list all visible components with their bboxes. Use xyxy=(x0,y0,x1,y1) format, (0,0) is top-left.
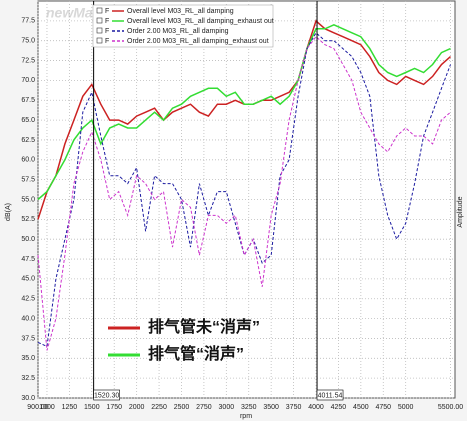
legend-checkbox xyxy=(96,27,103,34)
x-tick-label: 1750 xyxy=(106,404,122,411)
legend-checkbox xyxy=(96,37,103,44)
x-tick-label: 4250 xyxy=(331,404,347,411)
y2-axis-label: Amplitude xyxy=(457,196,464,227)
y-tick-label: 35.0 xyxy=(21,355,35,362)
legend-flag: F xyxy=(105,38,109,45)
legend-label: Order 2.00 M03_RL_all damping_exhaust ou… xyxy=(127,38,269,45)
x-tick-label: 3750 xyxy=(286,404,302,411)
annotation: 排气管“消声” xyxy=(148,344,244,363)
y-tick-label: 37.5 xyxy=(21,335,35,342)
x-tick-label: 2250 xyxy=(151,404,167,411)
legend-label: Order 2.00 M03_RL_all damping xyxy=(127,28,229,35)
y-tick-label: 60.0 xyxy=(21,157,35,164)
legend-flag: F xyxy=(105,18,109,25)
y-tick-label: 72.5 xyxy=(21,57,35,64)
y-tick-label: 30.0 xyxy=(21,395,35,402)
series-line xyxy=(37,35,451,351)
x-tick-label: 1500 xyxy=(84,404,100,411)
y-tick-label: 52.5 xyxy=(21,216,35,223)
cursor-label: 1520.30 xyxy=(94,392,119,399)
x-tick-label: 1250 xyxy=(62,404,78,411)
legend-box xyxy=(92,4,274,48)
y-tick-label: 75.0 xyxy=(21,38,35,45)
x-tick-label: 3500 xyxy=(263,404,279,411)
y-tick-label: 77.5 xyxy=(21,18,35,25)
x-tick-label: 3000 xyxy=(219,404,235,411)
y-tick-label: 47.5 xyxy=(21,256,35,263)
y-axis-label: dB(A) xyxy=(5,203,12,221)
legend-flag: F xyxy=(105,28,109,35)
x-tick-label: 4750 xyxy=(375,404,391,411)
series-line xyxy=(37,23,451,201)
x-tick-label: 2750 xyxy=(196,404,212,411)
legend-flag: F xyxy=(105,8,109,15)
x-tick-label: 4000 xyxy=(308,404,324,411)
x-tick-label: 5500.00 xyxy=(438,404,463,411)
legend-label: Overall level M03_RL_all damping xyxy=(127,8,234,15)
x-tick-label: 5000 xyxy=(398,404,414,411)
legend-checkbox xyxy=(96,17,103,24)
x-tick-label: 2000 xyxy=(129,404,145,411)
x-tick-label: 1000 xyxy=(39,404,55,411)
x-tick-label: 3250 xyxy=(241,404,257,411)
y-tick-label: 62.5 xyxy=(21,137,35,144)
y-tick-label: 32.5 xyxy=(21,375,35,382)
y-tick-label: 55.0 xyxy=(21,196,35,203)
y-tick-label: 67.5 xyxy=(21,97,35,104)
y-tick-label: 70.0 xyxy=(21,77,35,84)
y-tick-label: 65.0 xyxy=(21,117,35,124)
legend-label: Overall level M03_RL_all damping_exhaust… xyxy=(127,18,274,25)
cursor-label-box xyxy=(93,389,120,401)
cursor-label-box xyxy=(316,389,344,401)
y-tick-label: 50.0 xyxy=(21,236,35,243)
y-tick-label: 57.5 xyxy=(21,176,35,183)
x-axis-label: rpm xyxy=(240,413,252,420)
x-tick-label: 4500 xyxy=(353,404,369,411)
legend-checkbox xyxy=(96,7,103,14)
x-tick-label: 900.00 xyxy=(27,404,49,411)
series-line xyxy=(37,32,451,348)
y-tick-label: 40.0 xyxy=(21,315,35,322)
annotation: 排气管未“消声” xyxy=(148,317,260,336)
cursor-label: 4011.54 xyxy=(318,392,343,399)
y-tick-label: 42.5 xyxy=(21,296,35,303)
x-tick-label: 2500 xyxy=(174,404,190,411)
y-tick-label: 45.0 xyxy=(21,276,35,283)
legend: F Overall level M03_RL_all damping F Overal… xyxy=(92,4,274,48)
